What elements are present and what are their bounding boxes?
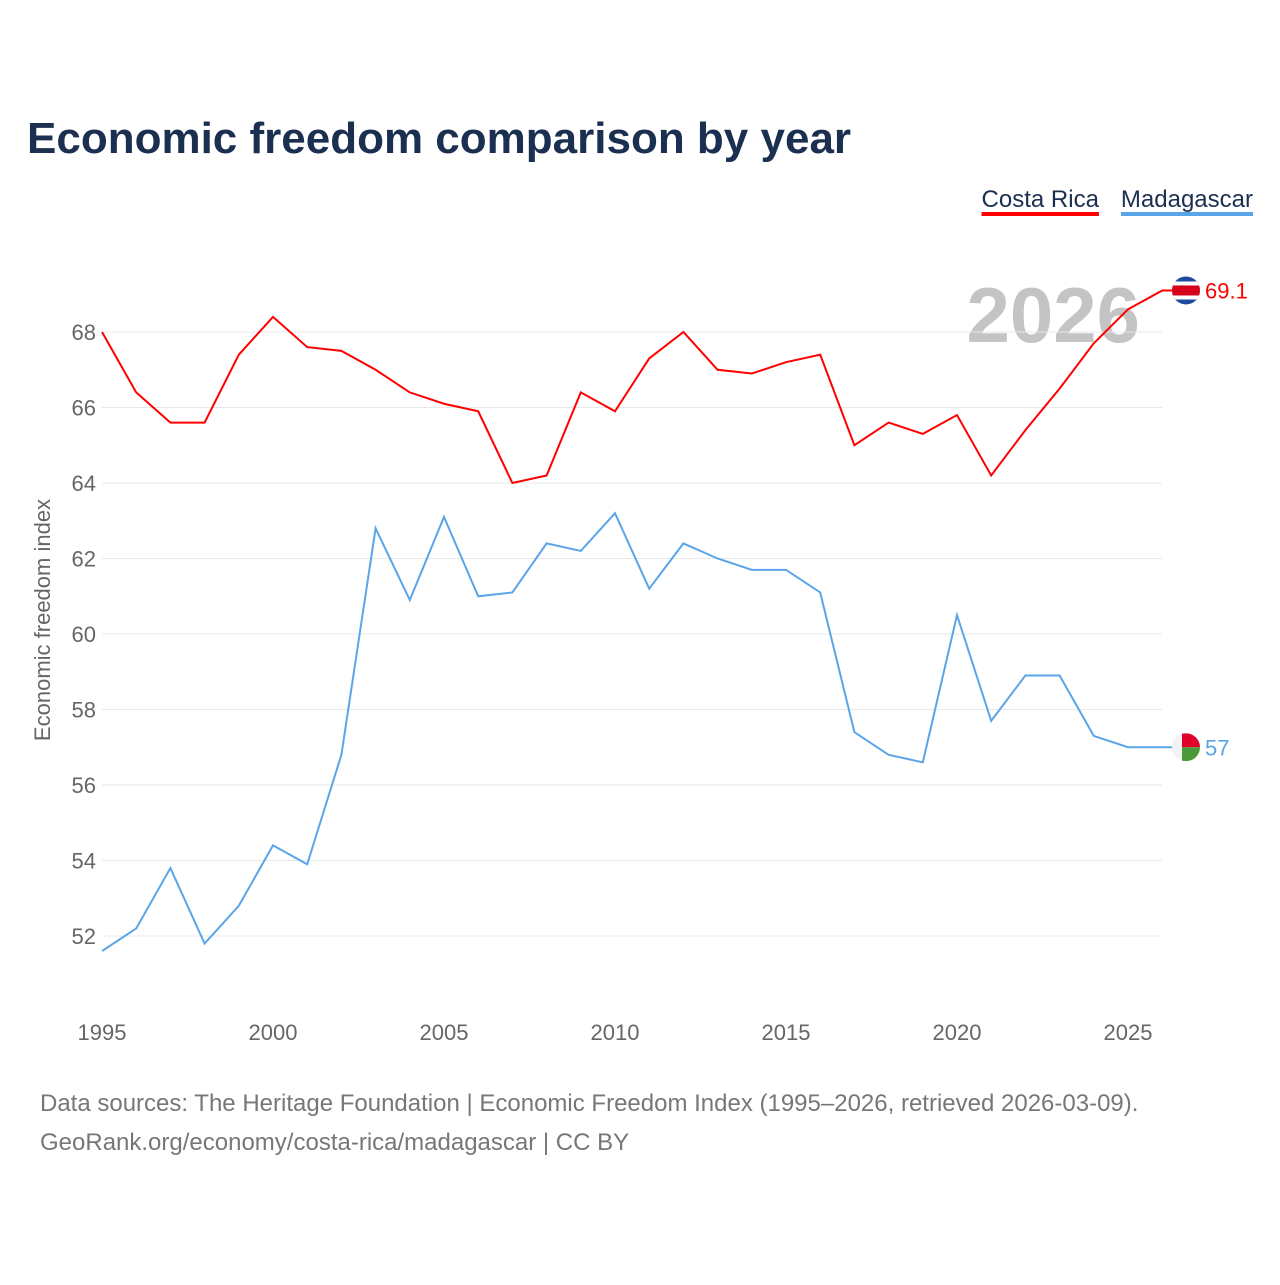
x-tick-label: 2010 (591, 1020, 640, 1045)
legend-item[interactable]: Madagascar (1121, 186, 1253, 213)
y-tick-label: 64 (72, 471, 96, 496)
legend-item[interactable]: Costa Rica (982, 186, 1100, 213)
madagascar-flag-icon (1172, 733, 1200, 762)
end-value-label: 69.1 (1205, 278, 1248, 303)
series-line-madagascar (101, 511, 1163, 952)
y-tick-label: 62 (72, 547, 96, 572)
x-tick-label: 2025 (1104, 1020, 1153, 1045)
y-tick-label: 60 (72, 622, 96, 647)
x-tick-label: 2020 (933, 1020, 982, 1045)
chart-title: Economic freedom comparison by year (27, 114, 851, 163)
y-tick-label: 68 (72, 320, 96, 345)
x-tick-label: 1995 (78, 1020, 127, 1045)
x-axis: 1995 2000 2005 2010 2015 2020 2025 (78, 1020, 1153, 1045)
series-line-costa-rica (101, 289, 1163, 485)
x-tick-label: 2005 (420, 1020, 469, 1045)
legend-swatch (981, 212, 1099, 216)
footer-source: Data sources: The Heritage Foundation | … (40, 1090, 1138, 1117)
end-value-label: 57 (1205, 735, 1229, 760)
y-tick-label: 66 (72, 396, 96, 421)
y-axis-label: Economic freedom index (30, 499, 55, 741)
x-tick-label: 2015 (762, 1020, 811, 1045)
grid (102, 331, 1162, 937)
legend-swatch (1120, 212, 1253, 216)
legend: Madagascar Costa Rica (981, 186, 1253, 216)
footer-link[interactable]: GeoRank.org/economy/costa-rica/madagasca… (40, 1129, 629, 1156)
y-tick-label: 56 (72, 773, 96, 798)
series-lines: 69.1 57 (101, 276, 1248, 952)
x-tick-label: 2000 (249, 1020, 298, 1045)
y-tick-label: 52 (72, 924, 96, 949)
y-tick-label: 58 (72, 698, 96, 723)
costa-rica-flag-icon (1172, 276, 1200, 305)
y-tick-label: 54 (72, 849, 96, 874)
y-axis: 52 54 56 58 60 62 64 66 68 (72, 320, 96, 949)
year-watermark: 2026 (966, 271, 1140, 359)
